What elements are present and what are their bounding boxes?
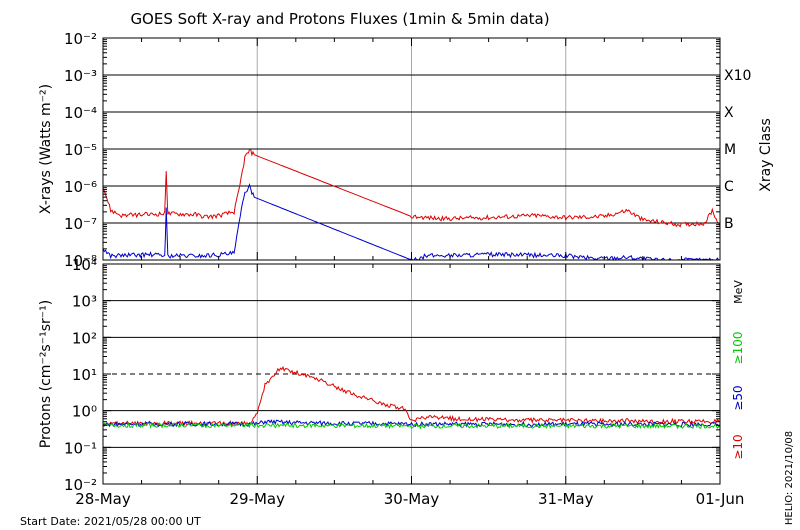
chart-title: GOES Soft X-ray and Protons Fluxes (1min…: [130, 10, 549, 28]
xray-ytick-label: 10⁻⁷: [64, 215, 97, 233]
xray-ylabel: X-rays (Watts m⁻²): [38, 84, 54, 214]
proton-series-blue: [102, 419, 721, 428]
proton-ytick-label: 10⁻²: [64, 476, 97, 494]
xray-ytick-label: 10⁻⁵: [64, 141, 97, 159]
mev-unit-label: MeV: [732, 280, 745, 304]
start-date: Start Date: 2021/05/28 00:00 UT: [20, 515, 201, 528]
xray-class-label: C: [724, 179, 734, 195]
xray-series-blue: [102, 182, 720, 262]
x-axis-ticks: 28-May 29-May 30-May 31-May 01-Jun: [75, 490, 744, 508]
proton-ytick-label: 10¹: [72, 366, 97, 384]
xray-class-label: M: [724, 142, 736, 158]
x-tick-label: 01-Jun: [696, 490, 745, 508]
proton-panel: 10⁻² 10⁻¹ 10⁰ 10¹ 10² 10³ 10⁴ Protons (cm⁻²s⁻¹…: [38, 256, 745, 494]
proton-ytick-label: 10³: [72, 293, 97, 311]
xray-class-label: X: [724, 105, 734, 121]
xray-class-label: B: [724, 216, 734, 232]
legend-ge100: ≥100: [731, 332, 745, 365]
proton-ylabel: Protons (cm⁻²s⁻¹sr⁻¹): [38, 300, 54, 449]
xray-panel: 10⁻⁸ 10⁻⁷ 10⁻⁶ 10⁻⁵ 10⁻⁴ 10⁻³ 10⁻² B C M X X10 X-r…: [38, 30, 774, 270]
xray-ytick-label: 10⁻⁸: [64, 252, 97, 270]
x-tick-label: 28-May: [75, 490, 131, 508]
proton-ytick-label: 10⁴: [72, 256, 97, 274]
xray-ytick-label: 10⁻⁶: [64, 178, 97, 196]
x-tick-label: 29-May: [229, 490, 285, 508]
xray-ytick-label: 10⁻³: [64, 67, 97, 85]
proton-ytick-label: 10⁰: [72, 403, 97, 421]
xray-ytick-label: 10⁻⁴: [64, 104, 97, 122]
credit-label: HELIO: 2021/10/08: [784, 431, 795, 525]
legend-ge10: ≥10: [731, 434, 745, 459]
proton-series-green: [102, 421, 721, 430]
x-tick-label: 31-May: [538, 490, 594, 508]
proton-ytick-label: 10⁻¹: [64, 439, 97, 457]
xray-class-axis-label: Xray Class: [758, 118, 774, 192]
xray-ytick-label: 10⁻²: [64, 30, 97, 48]
xray-series-red: [102, 148, 721, 228]
x-tick-label: 30-May: [384, 490, 440, 508]
proton-ytick-label: 10²: [72, 329, 97, 347]
legend-ge50: ≥50: [731, 385, 745, 410]
xray-class-label: X10: [724, 68, 751, 84]
